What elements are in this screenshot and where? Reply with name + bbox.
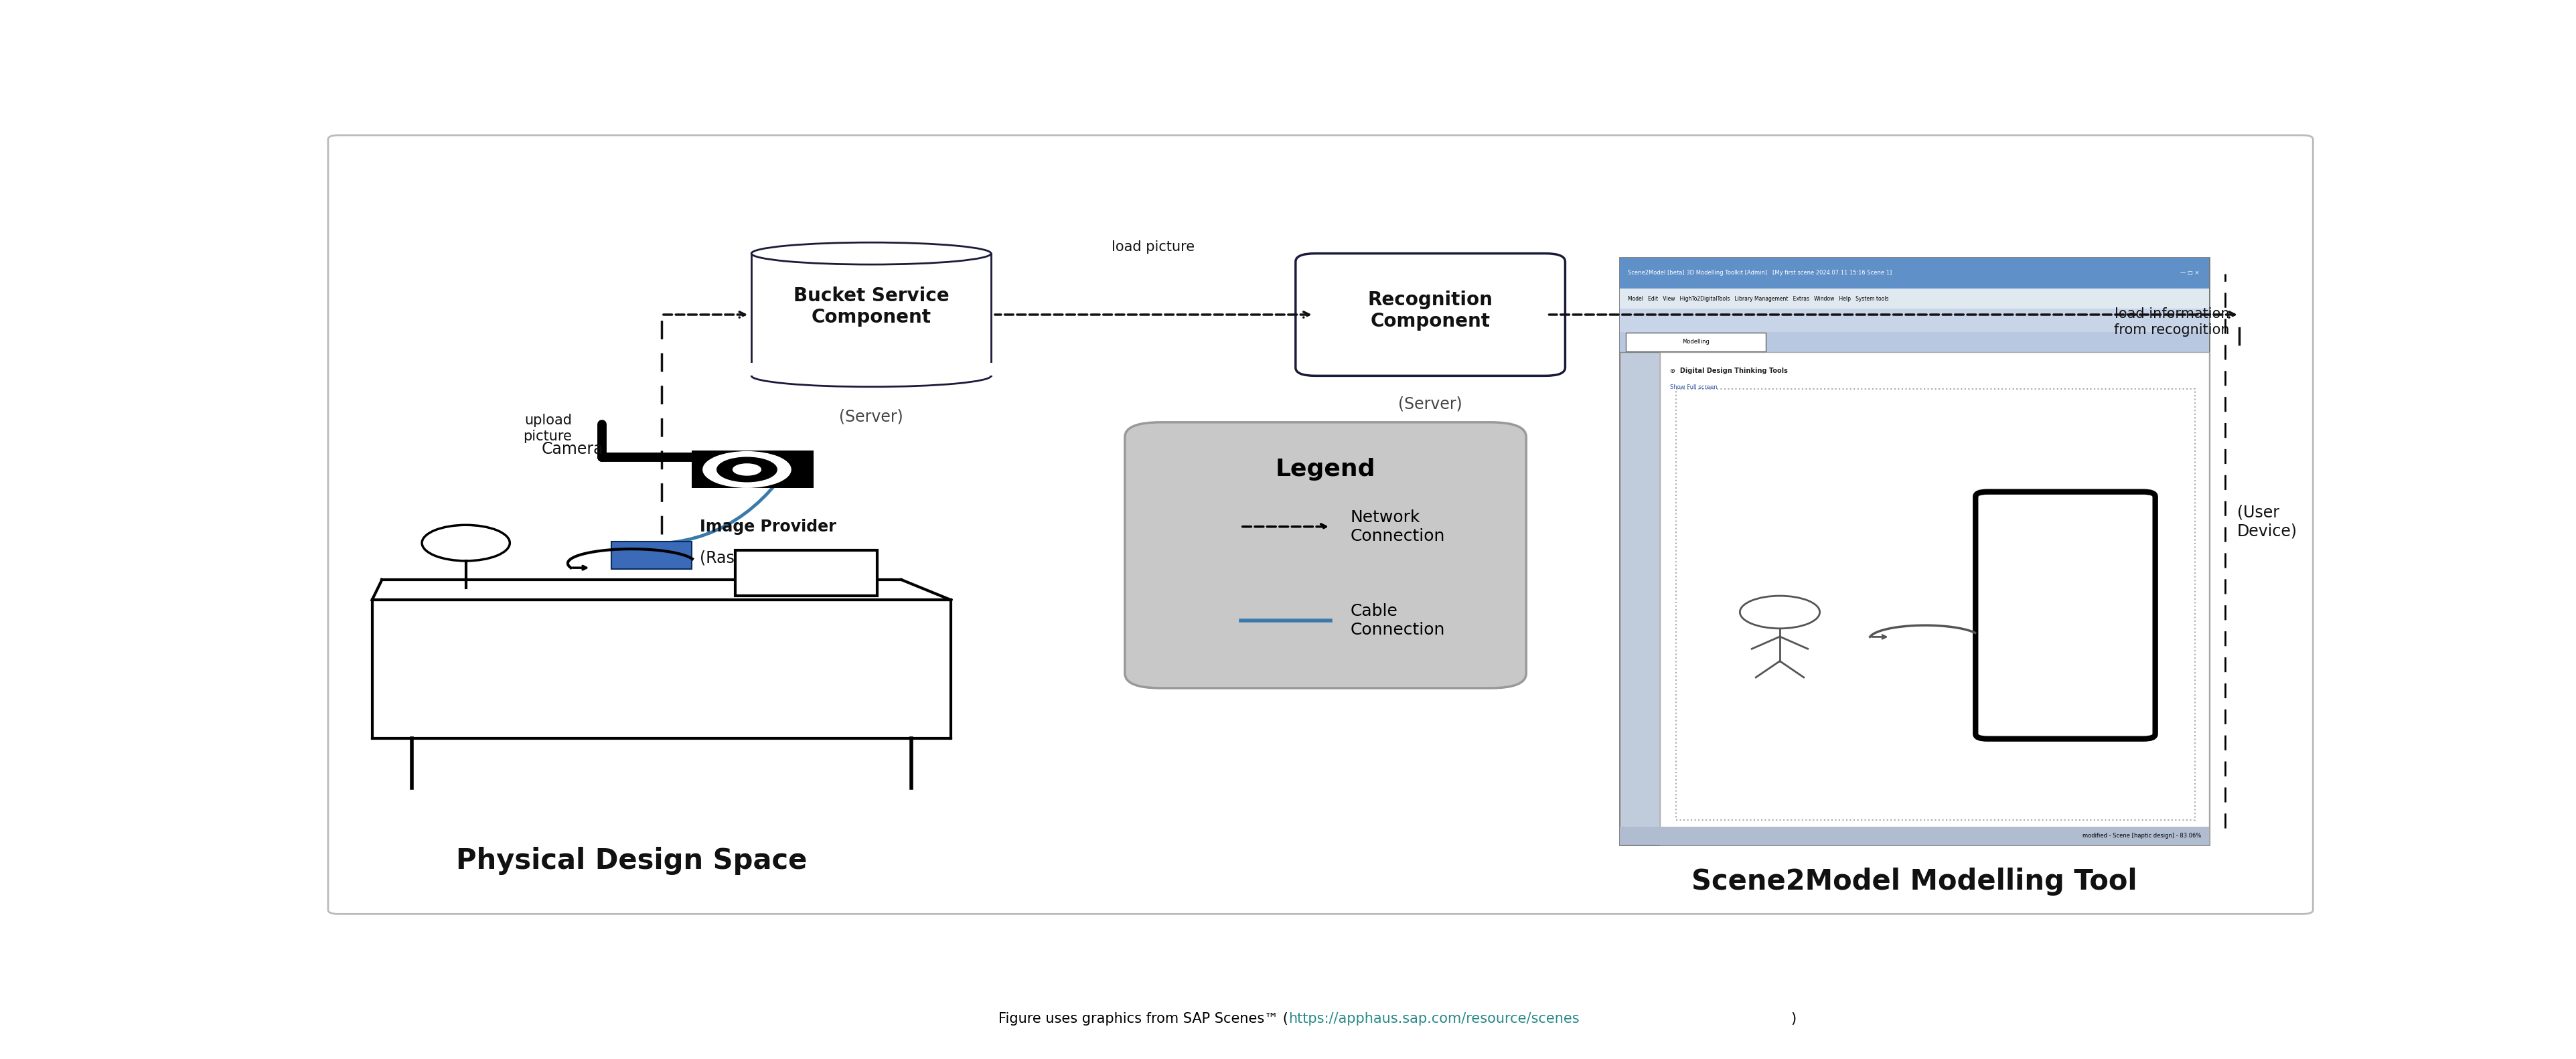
FancyBboxPatch shape <box>752 253 992 376</box>
Text: Recognition
Component: Recognition Component <box>1368 290 1492 330</box>
Text: Modelling: Modelling <box>1682 339 1710 345</box>
Ellipse shape <box>752 364 992 387</box>
FancyBboxPatch shape <box>1620 309 2208 331</box>
Text: ⊙  Digital Design Thinking Tools: ⊙ Digital Design Thinking Tools <box>1669 367 1788 374</box>
FancyBboxPatch shape <box>1126 423 1525 688</box>
Text: (User
Device): (User Device) <box>2236 504 2298 539</box>
Ellipse shape <box>752 243 992 265</box>
Text: load information
from recognition: load information from recognition <box>2112 307 2228 337</box>
Text: (Raspberry Pi): (Raspberry Pi) <box>698 551 811 567</box>
Text: Network
Connection: Network Connection <box>1350 509 1445 544</box>
Polygon shape <box>371 600 951 739</box>
FancyBboxPatch shape <box>611 541 690 569</box>
FancyBboxPatch shape <box>1620 257 2208 288</box>
Text: Model   Edit   View   HighTo2DigitalTools   Library Management   Extras   Window: Model Edit View HighTo2DigitalTools Libr… <box>1628 295 1888 302</box>
Text: Scene2Model [beta] 3D Modelling Toolkit [Admin]   [My first scene 2024.07.11 15:: Scene2Model [beta] 3D Modelling Toolkit … <box>1628 270 1891 276</box>
FancyBboxPatch shape <box>734 551 876 596</box>
Text: upload
picture: upload picture <box>523 414 572 443</box>
Text: — □ ×: — □ × <box>2179 270 2200 276</box>
FancyBboxPatch shape <box>1674 389 2195 820</box>
FancyBboxPatch shape <box>1296 253 1564 376</box>
Text: Show Full screen: Show Full screen <box>1669 384 1716 390</box>
Text: (Server): (Server) <box>840 409 904 425</box>
Text: (Server): (Server) <box>1399 396 1463 412</box>
FancyBboxPatch shape <box>690 451 814 488</box>
Text: https://apphaus.sap.com/resource/scenes: https://apphaus.sap.com/resource/scenes <box>1288 1012 1579 1025</box>
FancyBboxPatch shape <box>1976 491 2154 739</box>
FancyBboxPatch shape <box>1620 288 2208 309</box>
Text: ): ) <box>1790 1012 1795 1025</box>
FancyBboxPatch shape <box>1620 331 2208 353</box>
Text: Figure uses graphics from SAP Scenes™ (: Figure uses graphics from SAP Scenes™ ( <box>999 1012 1288 1025</box>
Polygon shape <box>371 579 951 600</box>
FancyBboxPatch shape <box>1620 827 2208 845</box>
FancyBboxPatch shape <box>1620 257 2208 845</box>
Text: Cable
Connection: Cable Connection <box>1350 603 1445 638</box>
Text: modified - Scene [haptic design] - 83.06%: modified - Scene [haptic design] - 83.06… <box>2081 832 2200 839</box>
FancyBboxPatch shape <box>1659 353 2208 845</box>
Text: Physical Design Space: Physical Design Space <box>456 847 806 875</box>
FancyBboxPatch shape <box>1620 353 1659 845</box>
Text: Camera: Camera <box>541 442 603 457</box>
FancyBboxPatch shape <box>327 136 2313 914</box>
Circle shape <box>703 451 791 487</box>
Text: Legend: Legend <box>1275 459 1376 481</box>
Circle shape <box>732 464 760 475</box>
Circle shape <box>716 457 778 482</box>
Text: load picture: load picture <box>1110 240 1195 253</box>
FancyBboxPatch shape <box>1625 333 1765 352</box>
FancyBboxPatch shape <box>747 363 994 376</box>
Text: Scene2Model Modelling Tool: Scene2Model Modelling Tool <box>1692 867 2138 896</box>
Text: Image Provider: Image Provider <box>698 519 835 535</box>
Text: Bucket Service
Component: Bucket Service Component <box>793 286 948 326</box>
